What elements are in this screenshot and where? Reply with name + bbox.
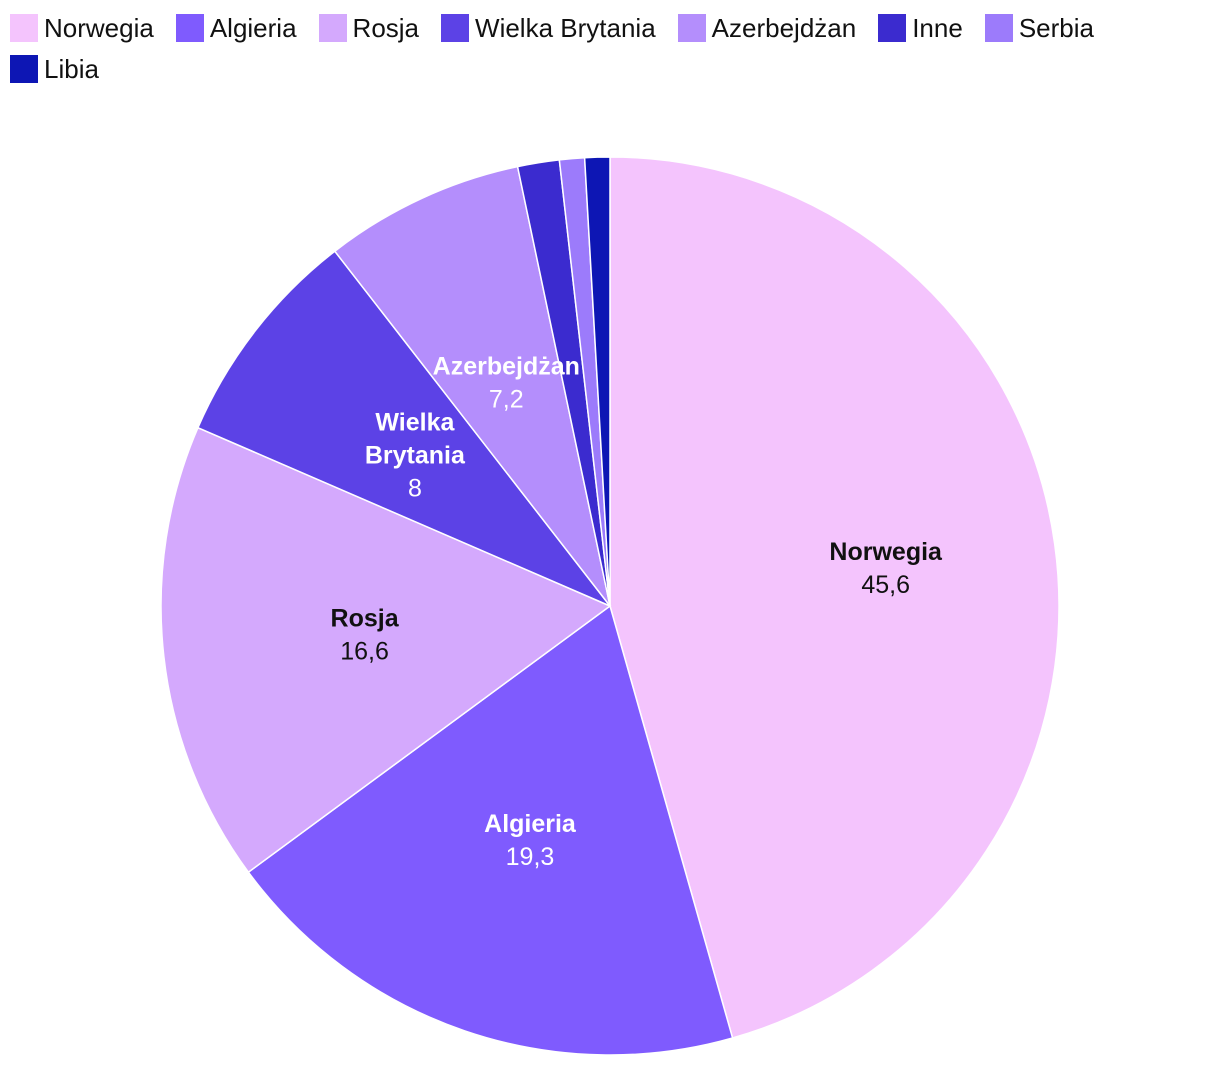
legend-label: Algieria [209, 12, 297, 43]
pie-label-rosja: Rosja 16,6 [331, 604, 400, 665]
pie-slice-wielka-brytania[interactable] [196, 250, 611, 607]
legend-swatch [10, 55, 38, 83]
legend-label: Norwegia [44, 12, 154, 43]
slice-value-label: 45,6 [861, 571, 910, 599]
slice-category-label: Rosja [331, 604, 400, 632]
legend-item-algieria[interactable]: Algieria [175, 12, 297, 43]
slice-value-label: 7,2 [489, 385, 524, 413]
legend-label: Libia [44, 53, 99, 84]
legend-swatch [441, 14, 470, 42]
pie-slices [160, 156, 1060, 1056]
legend-swatch [318, 14, 347, 42]
legend-item-rosja[interactable]: Rosja [318, 12, 420, 43]
slice-value-label: 8 [408, 475, 422, 503]
slice-category-label: Azerbejdżan [433, 352, 580, 380]
pie-slice-rosja[interactable] [160, 426, 612, 874]
slice-category-label: Wielka [375, 409, 455, 437]
pie-slice-libia[interactable] [583, 156, 611, 607]
legend-swatch [677, 14, 706, 42]
legend-item-wielka-brytania[interactable]: Wielka Brytania [441, 12, 656, 43]
legend-item-serbia[interactable]: Serbia [984, 12, 1094, 43]
legend-label: Serbia [1018, 12, 1094, 43]
pie-label-wielka-brytania: Wielka Brytania 8 [365, 409, 466, 503]
pie-label-azerbejdzan: Azerbejdżan 7,2 [433, 352, 580, 413]
slice-category-label: Brytania [365, 442, 466, 470]
pie-label-algieria: Algieria 19,3 [484, 810, 577, 871]
pie-label-norwegia: Norwegia 45,6 [829, 538, 943, 599]
pie-labels: Norwegia 45,6 Algieria 19,3 Rosja 16,6 Wielka B… [331, 352, 944, 871]
legend-swatch [878, 14, 907, 42]
legend-item-azerbejdzan[interactable]: Azerbejdżan [677, 12, 857, 43]
legend-swatch [175, 14, 204, 42]
legend-label: Azerbejdżan [711, 12, 857, 43]
legend-item-libia[interactable]: Libia [10, 53, 99, 84]
legend-label: Wielka Brytania [475, 12, 656, 43]
legend-item-inne[interactable]: Inne [878, 12, 963, 43]
legend-swatch [10, 14, 38, 42]
legend: Norwegia Algieria Rosja Wielka Brytania Azer… [10, 12, 1200, 84]
slice-value-label: 16,6 [340, 637, 389, 665]
slice-category-label: Norwegia [829, 538, 943, 566]
slice-value-label: 19,3 [506, 843, 555, 871]
legend-label: Rosja [352, 12, 420, 43]
legend-label: Inne [912, 12, 963, 43]
pie-slice-algieria[interactable] [247, 604, 734, 1056]
pie-slice-azerbejdzan[interactable] [333, 165, 611, 607]
legend-item-norwegia[interactable]: Norwegia [10, 12, 154, 43]
pie-slice-norwegia[interactable] [609, 156, 1060, 1039]
legend-swatch [984, 14, 1013, 42]
slice-category-label: Algieria [484, 810, 577, 838]
